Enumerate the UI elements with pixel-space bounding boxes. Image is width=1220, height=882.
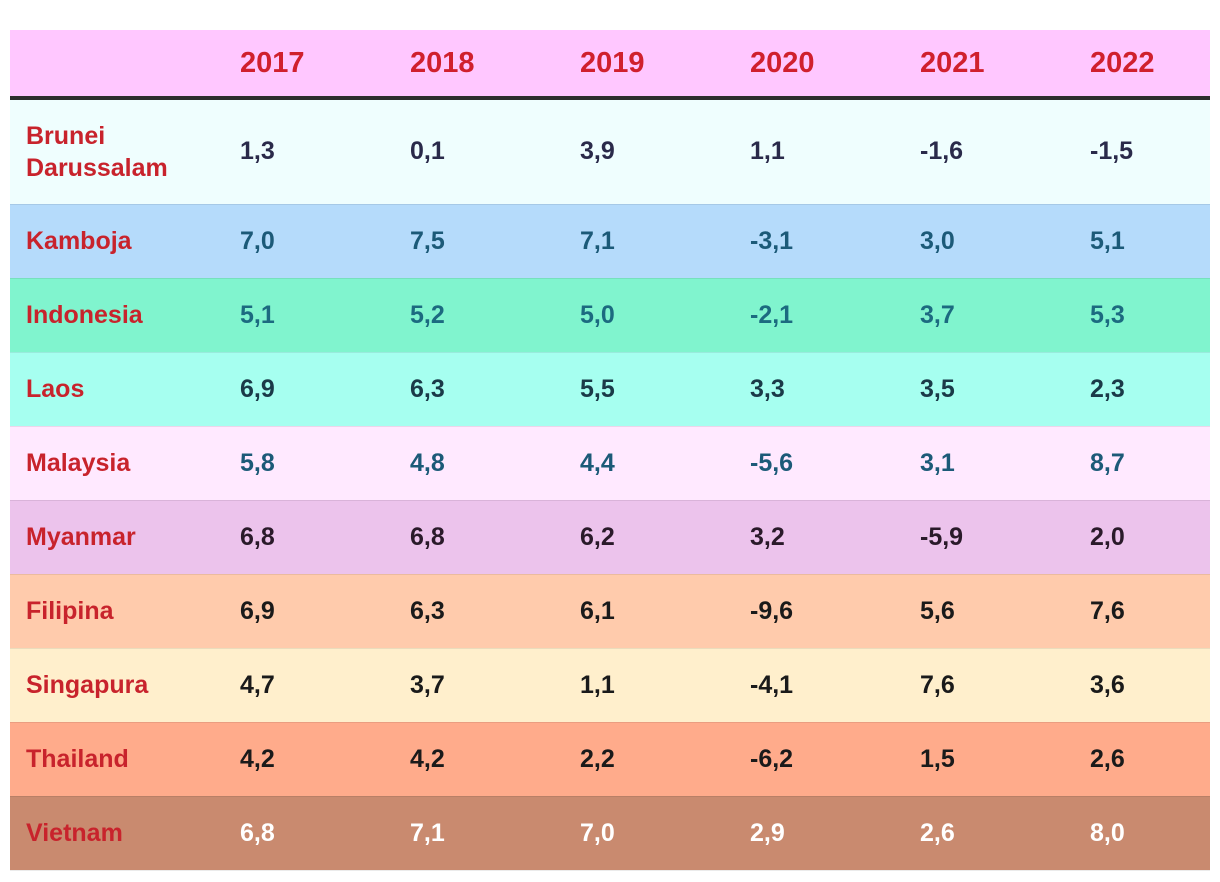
country-label: Myanmar — [10, 500, 224, 575]
value-cell-2017: 5,8 — [224, 426, 394, 501]
value-cell-2017: 7,0 — [224, 204, 394, 279]
value-cell-2020: 3,2 — [734, 500, 904, 575]
value-cell-2021: 3,5 — [904, 352, 1074, 427]
value-cell-2021: -1,6 — [904, 98, 1074, 205]
value-cell-2018: 6,3 — [394, 574, 564, 649]
value-cell-2021: 3,7 — [904, 278, 1074, 353]
country-label: Laos — [10, 352, 224, 427]
value-cell-2021: 1,5 — [904, 722, 1074, 797]
value-cell-2022: 2,3 — [1074, 352, 1210, 427]
value-cell-2020: -3,1 — [734, 204, 904, 279]
header-year-2022: 2022 — [1074, 30, 1210, 100]
country-label: Vietnam — [10, 796, 224, 871]
value-cell-2017: 6,8 — [224, 796, 394, 871]
value-cell-2018: 4,2 — [394, 722, 564, 797]
value-cell-2017: 6,9 — [224, 352, 394, 427]
table-row: Myanmar 6,8 6,8 6,2 3,2 -5,9 2,0 — [10, 500, 1210, 575]
value-cell-2017: 6,8 — [224, 500, 394, 575]
value-cell-2021: 7,6 — [904, 648, 1074, 723]
table-row: Laos 6,9 6,3 5,5 3,3 3,5 2,3 — [10, 352, 1210, 427]
value-cell-2019: 6,1 — [564, 574, 734, 649]
value-cell-2022: 8,7 — [1074, 426, 1210, 501]
value-cell-2019: 2,2 — [564, 722, 734, 797]
table-row: Vietnam 6,8 7,1 7,0 2,9 2,6 8,0 — [10, 796, 1210, 871]
value-cell-2022: 5,1 — [1074, 204, 1210, 279]
value-cell-2020: 3,3 — [734, 352, 904, 427]
table-body: Brunei Darussalam 1,3 0,1 3,9 1,1 -1,6 -1,5 Kam… — [10, 98, 1210, 871]
gdp-growth-table: 2017 2018 2019 2020 2021 2022 Brunei Darussal… — [10, 30, 1210, 871]
value-cell-2019: 5,0 — [564, 278, 734, 353]
value-cell-2019: 4,4 — [564, 426, 734, 501]
table-row: Thailand 4,2 4,2 2,2 -6,2 1,5 2,6 — [10, 722, 1210, 797]
country-label: Filipina — [10, 574, 224, 649]
value-cell-2022: 5,3 — [1074, 278, 1210, 353]
header-year-2018: 2018 — [394, 30, 564, 100]
value-cell-2019: 7,0 — [564, 796, 734, 871]
value-cell-2020: -5,6 — [734, 426, 904, 501]
value-cell-2018: 7,1 — [394, 796, 564, 871]
value-cell-2022: 2,6 — [1074, 722, 1210, 797]
value-cell-2021: -5,9 — [904, 500, 1074, 575]
value-cell-2018: 3,7 — [394, 648, 564, 723]
value-cell-2021: 3,1 — [904, 426, 1074, 501]
value-cell-2020: 1,1 — [734, 98, 904, 205]
value-cell-2021: 2,6 — [904, 796, 1074, 871]
value-cell-2019: 3,9 — [564, 98, 734, 205]
value-cell-2021: 3,0 — [904, 204, 1074, 279]
value-cell-2022: 7,6 — [1074, 574, 1210, 649]
country-label: Indonesia — [10, 278, 224, 353]
header-year-2021: 2021 — [904, 30, 1074, 100]
value-cell-2022: 2,0 — [1074, 500, 1210, 575]
table-row: Kamboja 7,0 7,5 7,1 -3,1 3,0 5,1 — [10, 204, 1210, 279]
value-cell-2018: 4,8 — [394, 426, 564, 501]
value-cell-2019: 1,1 — [564, 648, 734, 723]
value-cell-2022: -1,5 — [1074, 98, 1210, 205]
value-cell-2018: 0,1 — [394, 98, 564, 205]
value-cell-2020: -2,1 — [734, 278, 904, 353]
table-row: Indonesia 5,1 5,2 5,0 -2,1 3,7 5,3 — [10, 278, 1210, 353]
value-cell-2017: 4,2 — [224, 722, 394, 797]
header-year-2019: 2019 — [564, 30, 734, 100]
country-label: Malaysia — [10, 426, 224, 501]
value-cell-2018: 7,5 — [394, 204, 564, 279]
table-header-row: 2017 2018 2019 2020 2021 2022 — [10, 30, 1210, 100]
value-cell-2017: 1,3 — [224, 98, 394, 205]
value-cell-2020: -6,2 — [734, 722, 904, 797]
value-cell-2018: 6,8 — [394, 500, 564, 575]
value-cell-2021: 5,6 — [904, 574, 1074, 649]
country-label: Kamboja — [10, 204, 224, 279]
value-cell-2017: 6,9 — [224, 574, 394, 649]
country-label: Thailand — [10, 722, 224, 797]
table-row: Filipina 6,9 6,3 6,1 -9,6 5,6 7,6 — [10, 574, 1210, 649]
header-year-2020: 2020 — [734, 30, 904, 100]
country-label: Brunei Darussalam — [10, 98, 224, 205]
header-year-2017: 2017 — [224, 30, 394, 100]
value-cell-2019: 5,5 — [564, 352, 734, 427]
value-cell-2020: 2,9 — [734, 796, 904, 871]
value-cell-2020: -9,6 — [734, 574, 904, 649]
value-cell-2022: 8,0 — [1074, 796, 1210, 871]
value-cell-2017: 5,1 — [224, 278, 394, 353]
country-label: Singapura — [10, 648, 224, 723]
header-country-cell — [10, 30, 224, 100]
value-cell-2017: 4,7 — [224, 648, 394, 723]
value-cell-2020: -4,1 — [734, 648, 904, 723]
table-row: Singapura 4,7 3,7 1,1 -4,1 7,6 3,6 — [10, 648, 1210, 723]
table-row: Malaysia 5,8 4,8 4,4 -5,6 3,1 8,7 — [10, 426, 1210, 501]
data-table-container: 2017 2018 2019 2020 2021 2022 Brunei Darussal… — [10, 30, 1210, 871]
value-cell-2022: 3,6 — [1074, 648, 1210, 723]
table-row: Brunei Darussalam 1,3 0,1 3,9 1,1 -1,6 -1,5 — [10, 98, 1210, 205]
value-cell-2018: 6,3 — [394, 352, 564, 427]
value-cell-2018: 5,2 — [394, 278, 564, 353]
value-cell-2019: 7,1 — [564, 204, 734, 279]
value-cell-2019: 6,2 — [564, 500, 734, 575]
